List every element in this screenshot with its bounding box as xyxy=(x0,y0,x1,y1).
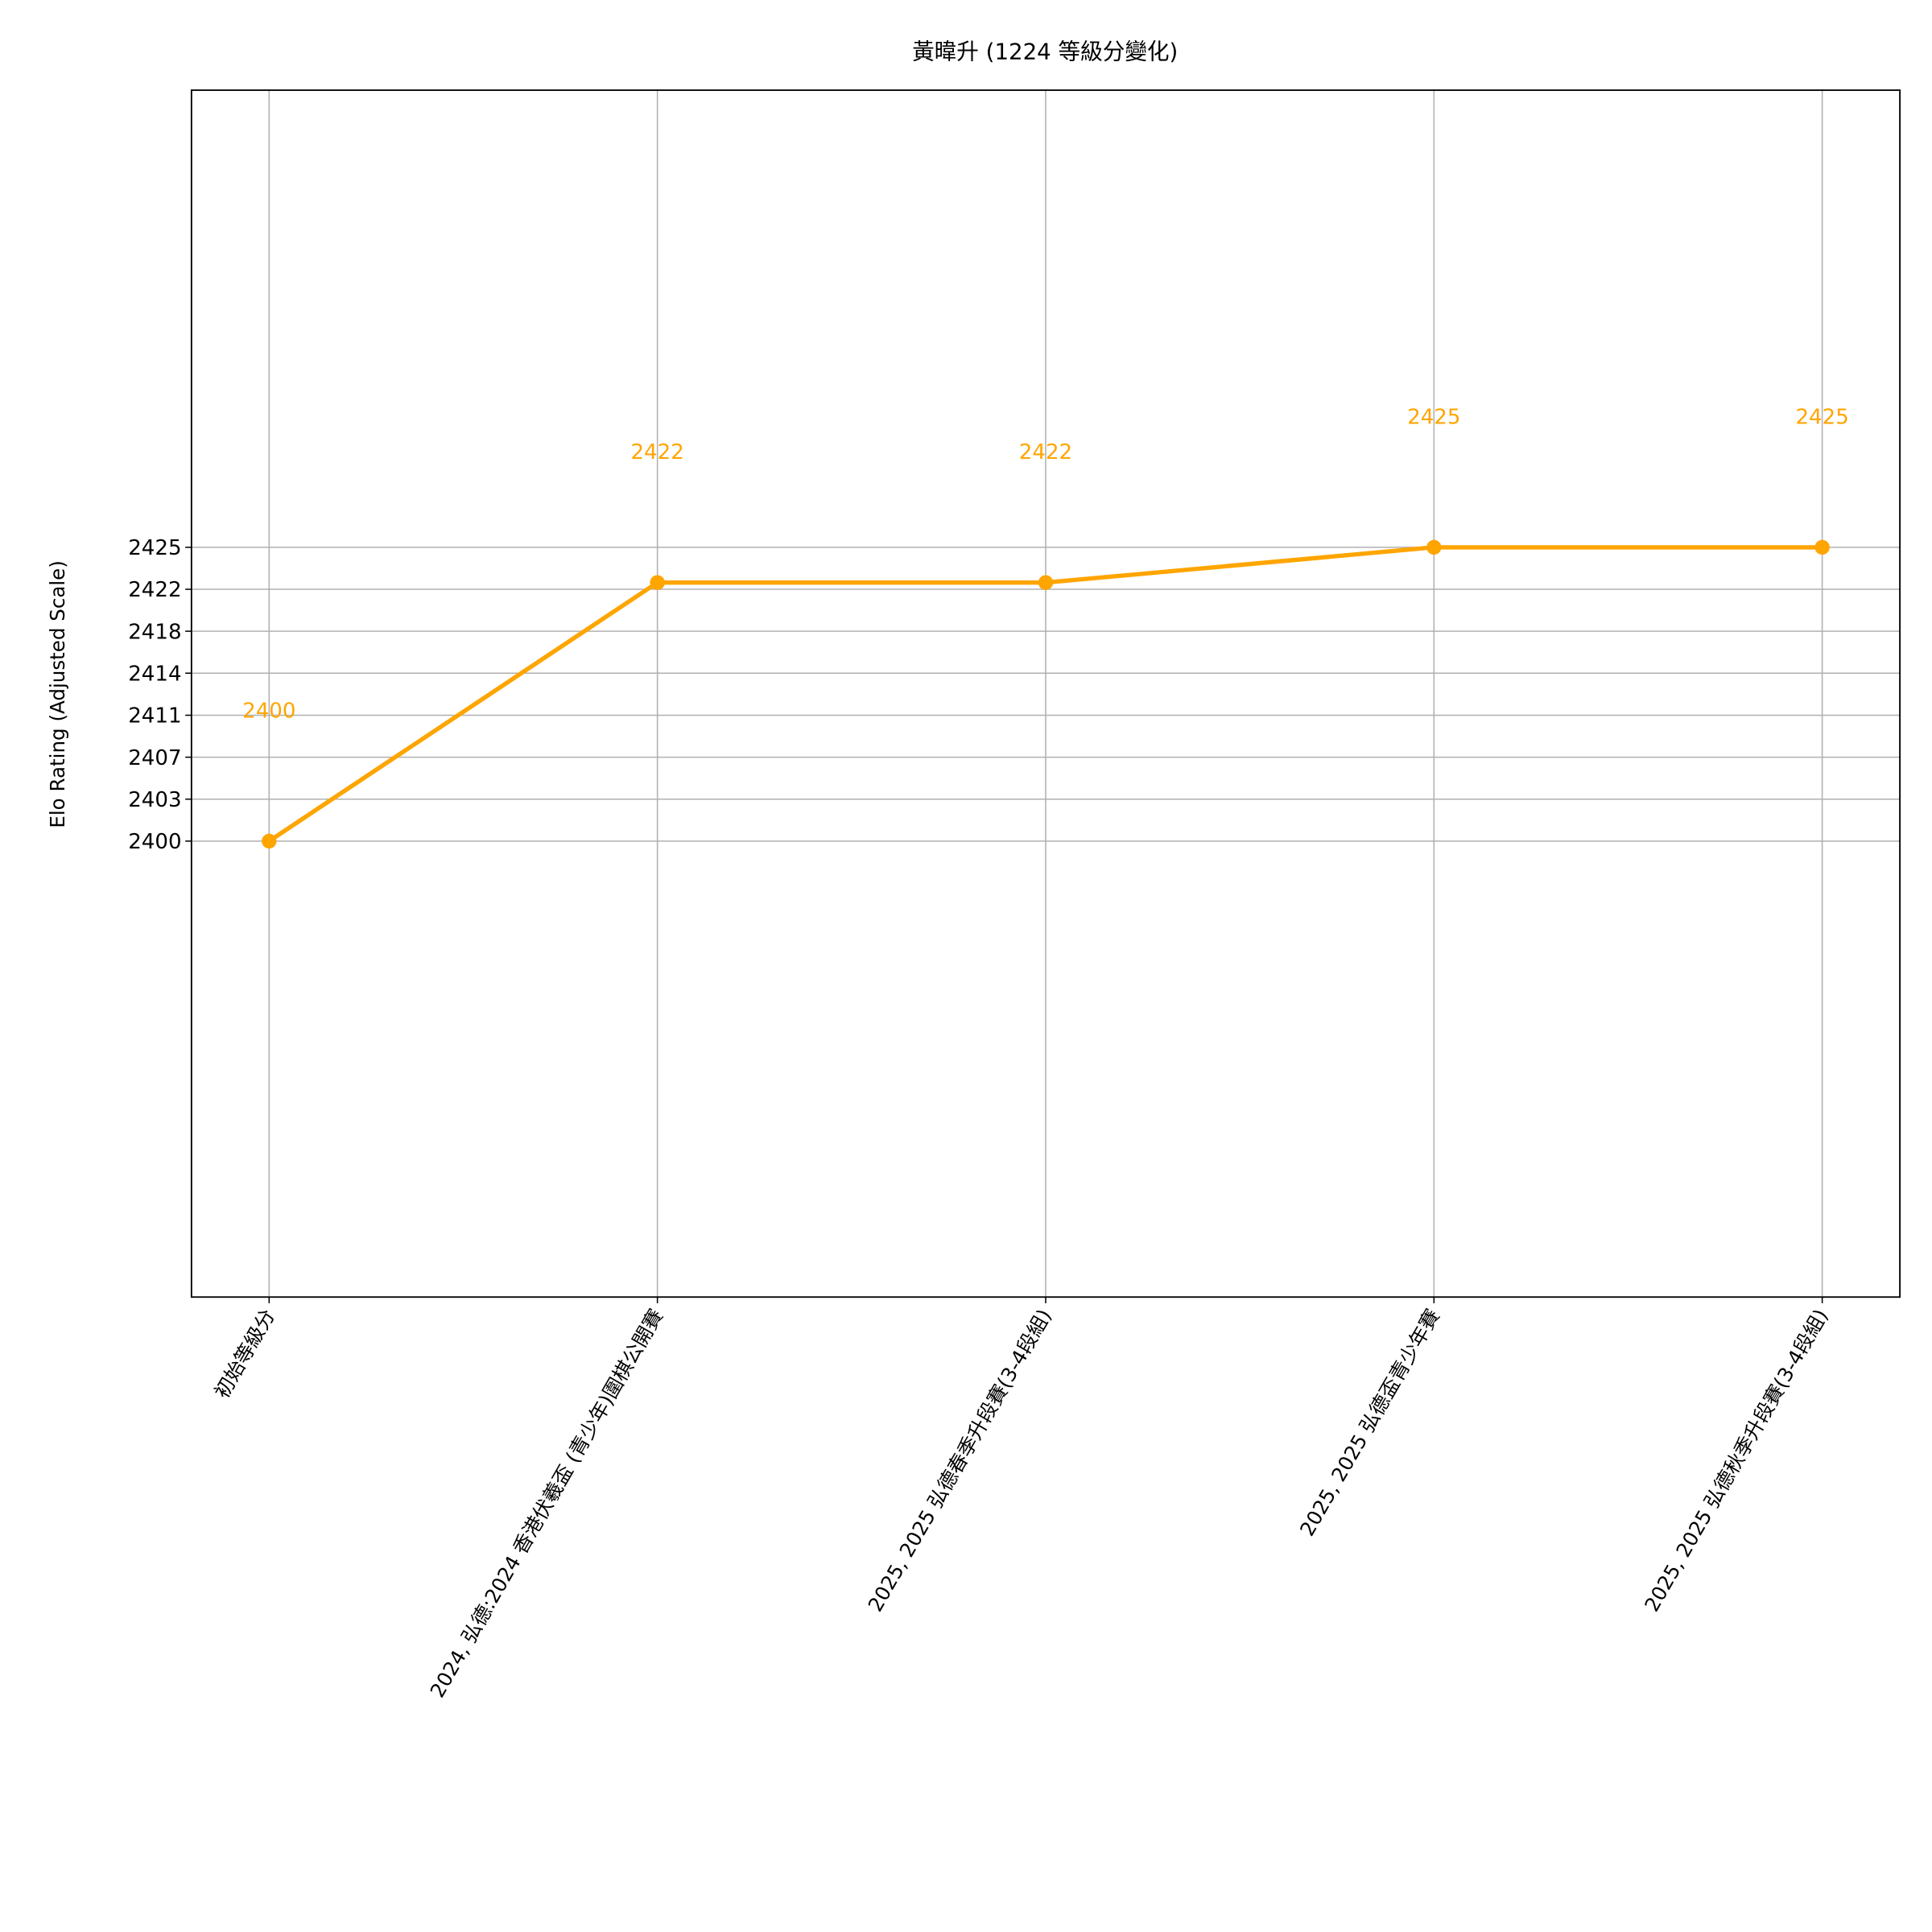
data-label: 2400 xyxy=(242,699,295,723)
chart-title: 黃暐升 (1224 等級分變化) xyxy=(912,39,1178,65)
data-point xyxy=(650,575,665,590)
data-label: 2422 xyxy=(630,440,683,464)
y-tick-label: 2403 xyxy=(128,788,181,812)
data-point xyxy=(1814,539,1830,555)
y-tick-label: 2411 xyxy=(128,704,181,729)
y-tick-label: 2418 xyxy=(128,620,181,644)
y-tick-label: 2407 xyxy=(128,746,181,770)
data-label: 2425 xyxy=(1795,405,1848,429)
y-tick-label: 2400 xyxy=(128,830,181,854)
y-axis-label: Elo Rating (Adjusted Scale) xyxy=(46,560,69,828)
data-label: 2425 xyxy=(1407,405,1460,429)
data-point xyxy=(1038,575,1054,590)
y-tick-label: 2425 xyxy=(128,536,181,560)
data-point xyxy=(1426,539,1442,555)
data-label: 2422 xyxy=(1019,440,1072,464)
plot-frame xyxy=(190,89,1901,1298)
y-tick-label: 2414 xyxy=(128,662,181,686)
data-point xyxy=(262,833,277,849)
y-tick-label: 2422 xyxy=(128,578,181,602)
